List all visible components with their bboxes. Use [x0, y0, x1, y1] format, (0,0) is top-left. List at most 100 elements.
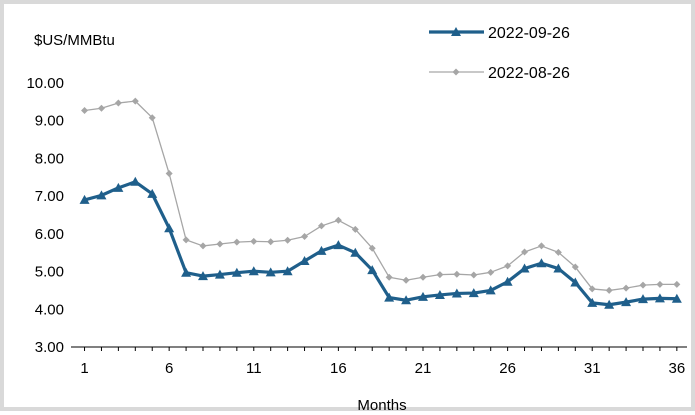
y-axis-label: $US/MMBtu	[34, 32, 115, 49]
data-point-marker	[519, 263, 530, 273]
data-point-marker	[436, 271, 444, 279]
data-point-marker	[113, 182, 124, 192]
data-point-marker	[673, 280, 681, 288]
data-point-marker	[301, 232, 309, 240]
data-point-marker	[282, 266, 293, 276]
data-point-marker	[216, 240, 224, 248]
data-point-marker	[654, 293, 665, 303]
data-point-marker	[451, 288, 462, 298]
data-point-marker	[181, 267, 192, 277]
legend-label: 2022-08-26	[488, 65, 570, 82]
data-point-marker	[537, 242, 545, 250]
y-tick-label: 4.00	[35, 301, 64, 318]
x-tick-label: 6	[165, 360, 173, 377]
data-point-marker	[316, 245, 327, 255]
data-point-marker	[401, 295, 412, 305]
data-point-marker	[299, 256, 310, 266]
data-point-marker	[621, 297, 632, 307]
y-tick-label: 5.00	[35, 264, 64, 281]
data-point-marker	[554, 248, 562, 256]
data-point-marker	[588, 285, 596, 293]
data-point-marker	[199, 242, 207, 250]
x-tick-label: 11	[246, 360, 262, 377]
y-tick-label: 8.00	[35, 150, 64, 167]
data-point-marker	[504, 262, 512, 270]
data-point-marker	[384, 292, 395, 302]
data-point-marker	[96, 190, 107, 200]
data-point-marker	[571, 263, 579, 271]
data-point-marker	[233, 238, 241, 246]
data-point-marker	[485, 285, 496, 295]
x-tick-label: 21	[415, 360, 432, 377]
data-point-marker	[470, 271, 478, 279]
x-tick-label: 16	[330, 360, 347, 377]
x-axis-label: Months	[357, 397, 406, 414]
data-point-marker	[656, 280, 664, 288]
data-point-marker	[367, 265, 378, 275]
legend-label: 2022-09-26	[488, 25, 570, 42]
y-tick-label: 6.00	[35, 226, 64, 243]
data-point-marker	[570, 277, 581, 287]
series-blue	[79, 176, 682, 309]
data-point-marker	[164, 223, 175, 233]
y-tick-label: 7.00	[35, 188, 64, 205]
data-point-marker	[487, 268, 495, 276]
series-line	[84, 100, 677, 292]
y-tick-label: 9.00	[35, 113, 64, 130]
data-point-marker	[147, 188, 158, 198]
data-point-marker	[434, 289, 445, 299]
series-layer	[79, 97, 682, 309]
x-tick-label: 1	[80, 360, 88, 377]
data-point-marker	[248, 266, 259, 276]
data-point-marker	[419, 273, 427, 281]
data-point-marker	[333, 240, 344, 250]
series-grey	[81, 97, 681, 294]
data-point-marker	[81, 107, 89, 115]
legend-entry: 2022-09-26	[429, 25, 570, 42]
data-point-marker	[468, 288, 479, 298]
data-point-marker	[385, 273, 393, 281]
data-point-marker	[639, 281, 647, 289]
data-point-marker	[452, 68, 460, 76]
data-point-marker	[182, 236, 190, 244]
data-point-marker	[521, 248, 529, 256]
data-point-marker	[250, 237, 258, 245]
data-point-marker	[402, 276, 410, 284]
data-point-marker	[131, 97, 139, 105]
data-point-marker	[587, 297, 598, 307]
data-point-marker	[451, 27, 461, 36]
x-tick-label: 26	[499, 360, 516, 377]
data-point-marker	[231, 267, 242, 277]
data-point-marker	[604, 299, 615, 309]
line-chart: $US/MMBtu Months 3.00 4.00 5.00 6.00 7.00 8.0…	[26, 25, 687, 414]
data-point-marker	[605, 286, 613, 294]
x-tick-label: 36	[669, 360, 686, 377]
data-point-marker	[284, 236, 292, 244]
data-point-marker	[265, 267, 276, 277]
data-point-marker	[317, 222, 325, 230]
legend-entry: 2022-08-26	[429, 65, 570, 82]
x-tick-label: 31	[584, 360, 601, 377]
data-point-marker	[97, 104, 105, 112]
y-tick-label: 10.00	[26, 75, 64, 92]
data-point-marker	[671, 293, 682, 303]
data-point-marker	[553, 263, 564, 273]
data-point-marker	[214, 269, 225, 279]
data-point-marker	[267, 238, 275, 246]
series-line	[84, 180, 677, 307]
data-point-marker	[638, 294, 648, 304]
y-tick-label: 3.00	[35, 339, 64, 356]
legend: 2022-09-26 2022-08-26	[429, 25, 570, 82]
data-point-marker	[148, 114, 156, 122]
data-point-marker	[165, 170, 173, 178]
data-point-marker	[502, 276, 513, 286]
data-point-marker	[130, 176, 141, 186]
data-point-marker	[453, 270, 461, 278]
y-axis: 3.00 4.00 5.00 6.00 7.00 8.00 9.00 10.00	[26, 75, 64, 356]
data-point-marker	[418, 291, 428, 301]
data-point-marker	[79, 194, 90, 204]
data-point-marker	[351, 225, 359, 233]
data-point-marker	[198, 271, 208, 281]
data-point-marker	[622, 284, 630, 292]
data-point-marker	[536, 258, 547, 268]
